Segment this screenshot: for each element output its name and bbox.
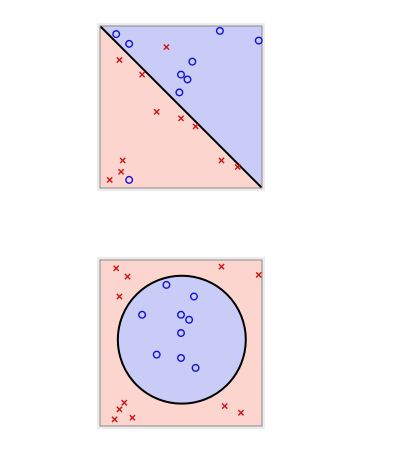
cross-point <box>121 399 128 406</box>
cross-point <box>139 71 146 78</box>
circle-point <box>185 315 194 324</box>
cross-point <box>117 168 125 175</box>
cross-point <box>113 265 120 272</box>
cross-point <box>218 157 225 164</box>
circle-point <box>176 353 185 362</box>
circle-point <box>176 329 185 338</box>
circle-point <box>162 280 171 289</box>
circle-point <box>125 175 134 184</box>
circle-point <box>191 363 200 372</box>
plot-border <box>99 259 263 427</box>
circle-point <box>188 57 197 66</box>
cross-point <box>234 163 241 171</box>
cross-point <box>116 293 123 300</box>
circle-point <box>138 310 147 319</box>
decision-boundary-line <box>99 25 263 189</box>
cross-point <box>218 263 225 270</box>
plot-border <box>99 25 263 189</box>
cross-point <box>129 414 136 421</box>
cross-point <box>153 108 160 115</box>
cross-point <box>221 402 228 410</box>
cross-point <box>119 157 126 164</box>
circle-point <box>215 26 224 35</box>
cross-point <box>177 115 185 122</box>
cross-point <box>106 176 113 183</box>
decision-boundary-circle <box>116 274 247 405</box>
circular-boundary-plot <box>97 257 265 429</box>
cross-point <box>124 273 131 280</box>
circle-point <box>152 350 161 359</box>
circle-point <box>176 310 185 319</box>
circle-point <box>189 292 198 301</box>
circle-point <box>125 39 134 48</box>
cross-point <box>116 56 123 64</box>
linear-boundary-plot <box>97 23 265 191</box>
circle-point <box>176 70 185 79</box>
circle-point <box>112 30 121 39</box>
circle-point <box>254 36 263 45</box>
circle-point <box>183 75 192 84</box>
cross-point <box>116 406 123 413</box>
circle-point <box>175 88 184 97</box>
circular-boundary-panel <box>92 254 270 434</box>
plot-area <box>99 259 263 427</box>
linear-boundary-panel <box>92 20 270 196</box>
cross-point <box>255 271 262 279</box>
cross-point <box>111 416 118 423</box>
plot-area <box>99 25 263 189</box>
cross-point <box>163 43 170 51</box>
cross-point <box>192 123 199 130</box>
cross-point <box>237 409 245 416</box>
